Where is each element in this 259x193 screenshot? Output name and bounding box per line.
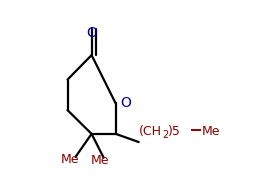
Text: Me: Me bbox=[60, 153, 79, 166]
Text: )5: )5 bbox=[168, 125, 181, 138]
Text: 2: 2 bbox=[162, 130, 168, 140]
Text: (CH: (CH bbox=[139, 125, 162, 138]
Text: Me: Me bbox=[90, 154, 109, 167]
Text: O: O bbox=[86, 26, 97, 40]
Text: O: O bbox=[121, 96, 132, 110]
Text: Me: Me bbox=[202, 125, 220, 138]
